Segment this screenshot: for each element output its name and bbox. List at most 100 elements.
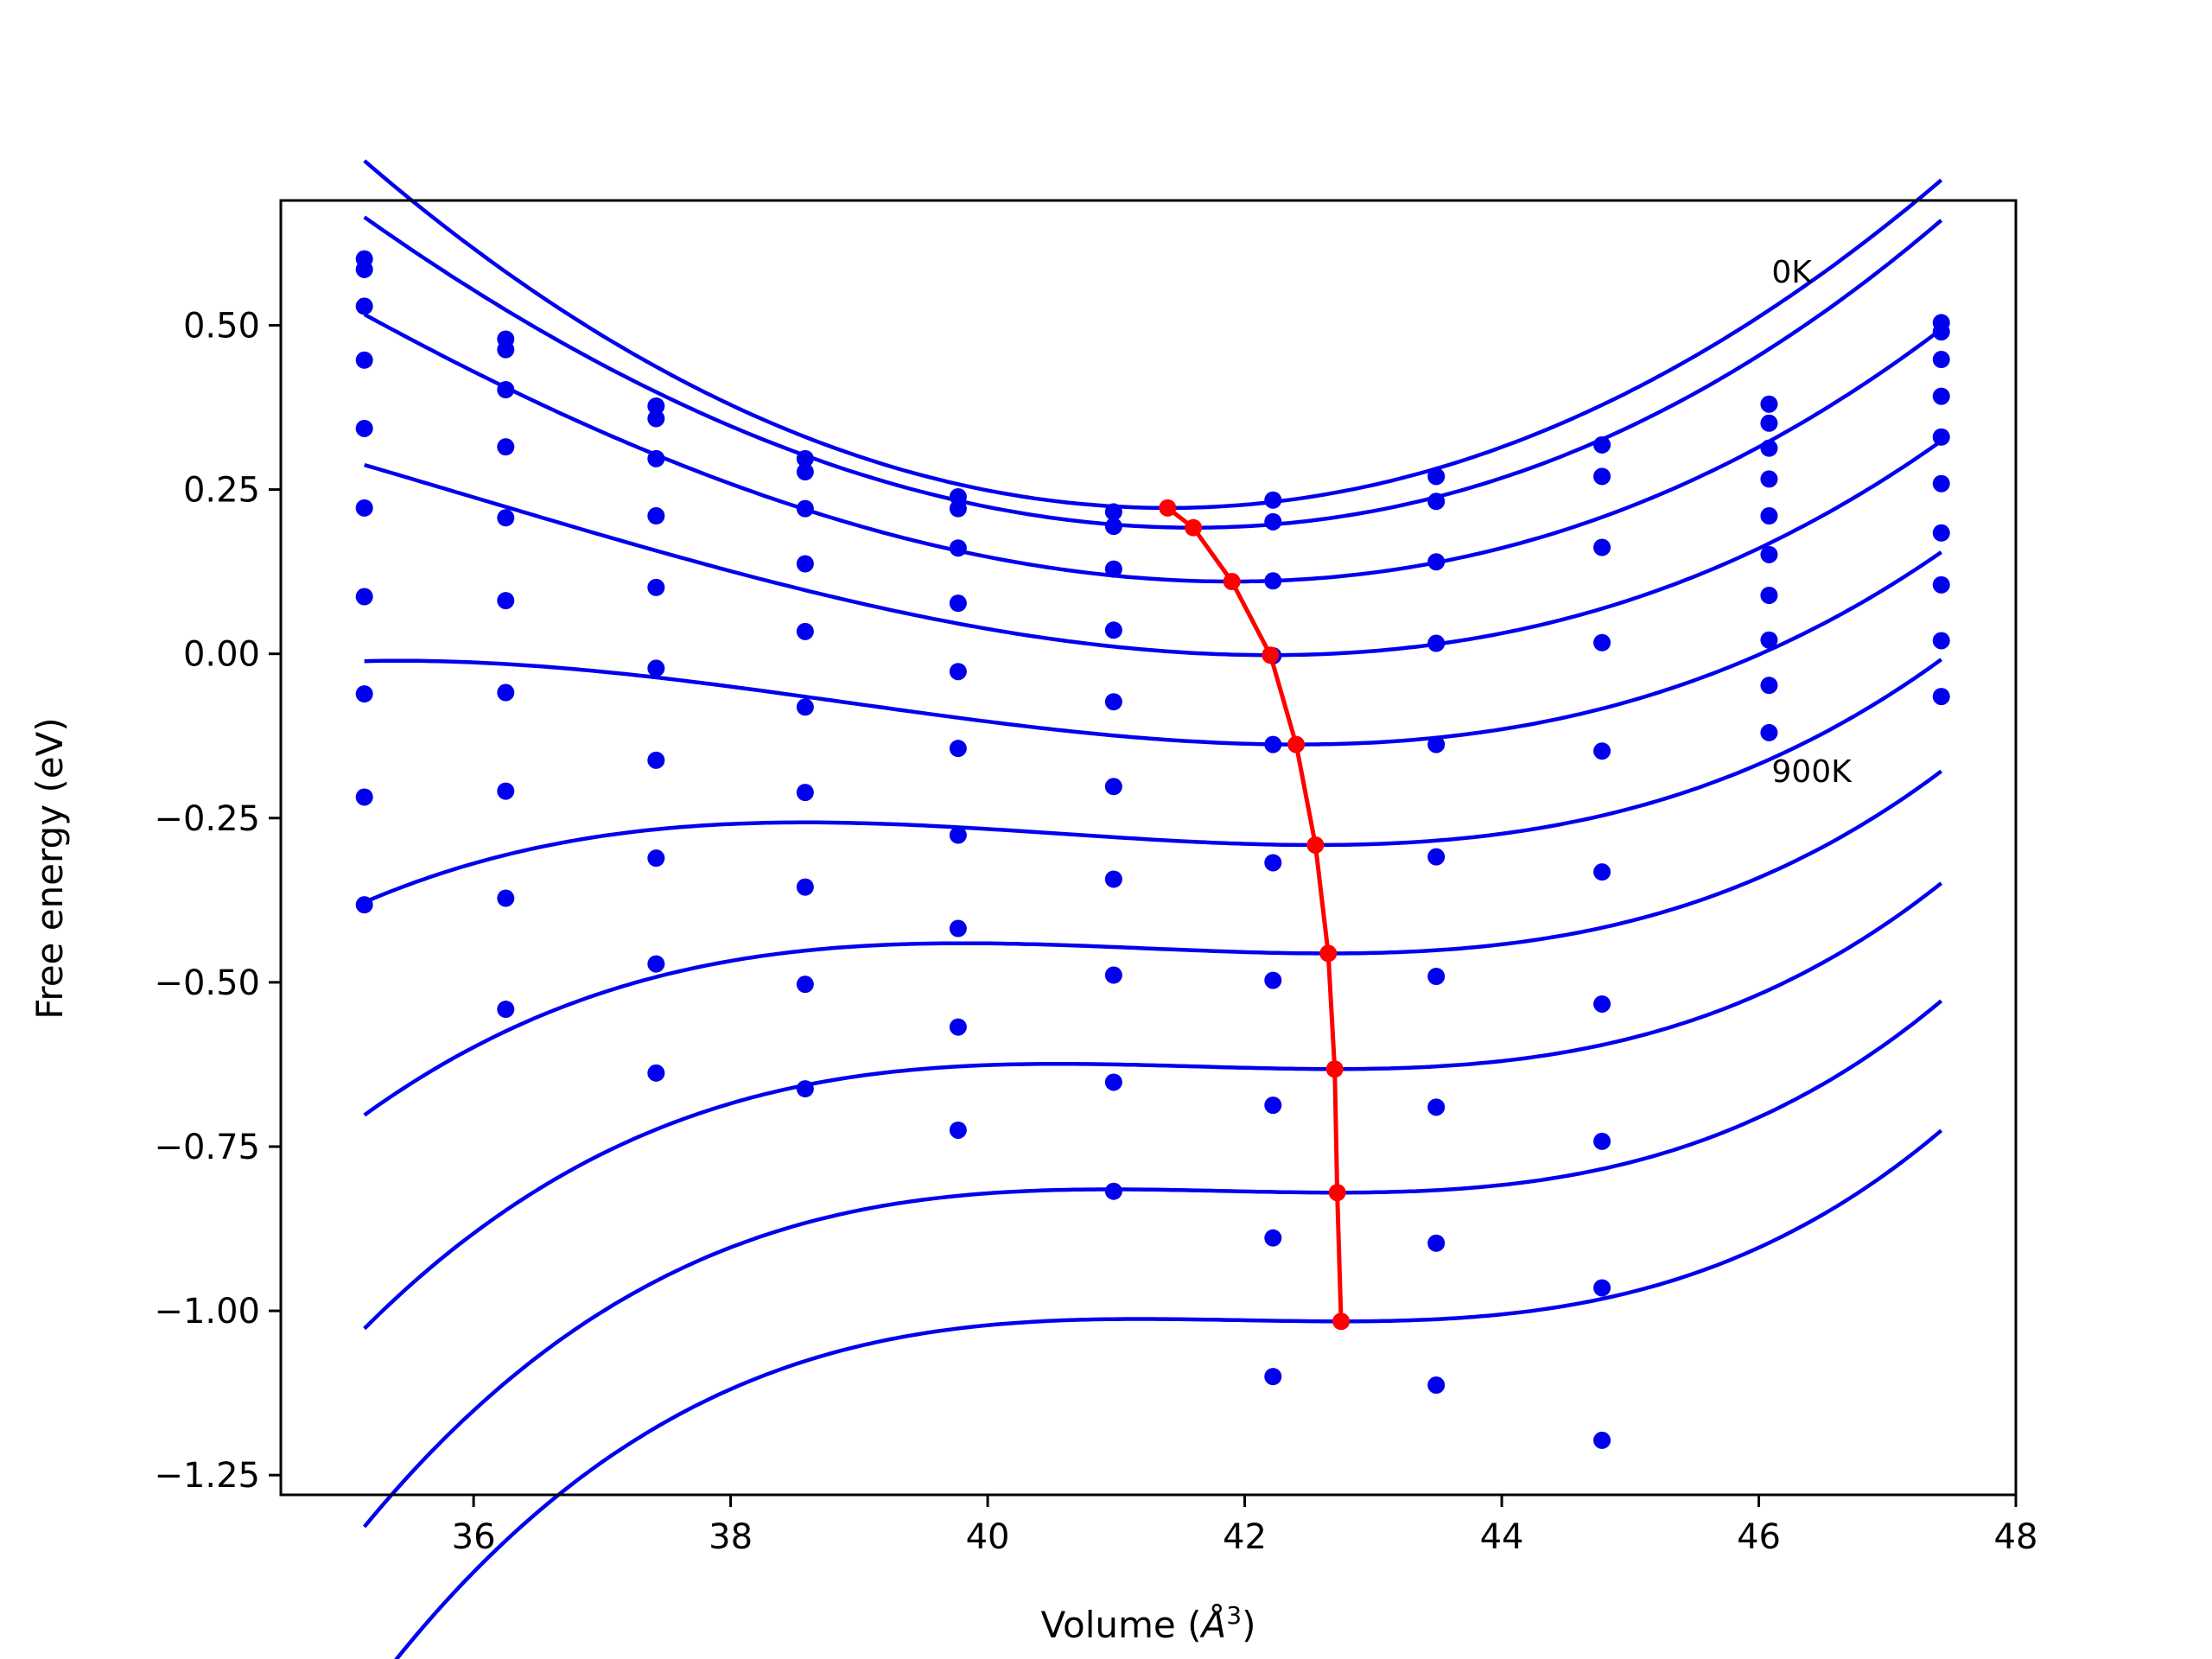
data-point [1593,1431,1611,1449]
fit-curves [362,159,1943,1659]
x-axis-ticks: 36 38 40 42 44 46 48 [452,1495,2038,1557]
data-point [1932,474,1950,493]
data-point [355,896,373,914]
fit-curve [363,159,1943,511]
data-point [1932,632,1950,650]
y-tick-label: 0.50 [183,306,260,346]
data-point [796,555,814,573]
data-point [1104,621,1122,639]
data-point [1932,428,1950,446]
x-axis-label: Volume (Å3) [1041,1601,1256,1646]
data-point [1264,572,1282,590]
data-point [1593,742,1611,760]
data-point [1932,575,1950,594]
data-point [949,1018,967,1036]
x-tick-label: 46 [1737,1517,1781,1557]
annotation-label: 0K [1771,255,1813,290]
annotation-label: 900K [1771,754,1853,790]
data-point [1427,1234,1446,1252]
minimum-point [1223,573,1241,591]
y-tick-label: 0.25 [183,471,260,511]
data-point [949,594,967,613]
x-tick-label: 40 [966,1517,1010,1557]
data-point [497,889,515,907]
data-point [1104,778,1122,796]
data-point [647,506,665,524]
data-point [1427,1376,1446,1395]
data-point [355,419,373,437]
data-point [647,449,665,467]
data-point [497,782,515,800]
plot-frame [279,199,2018,1497]
y-tick-label: −0.50 [154,963,260,1003]
data-point [497,340,515,359]
data-point [1264,854,1282,872]
y-tick-label: 0.00 [183,635,260,675]
x-tick-label: 48 [1994,1517,2038,1557]
data-point [796,622,814,640]
data-point [1760,545,1778,563]
data-point [949,826,967,844]
data-point [1427,848,1446,866]
data-point [1104,1073,1122,1091]
data-point [647,578,665,596]
data-point [1760,723,1778,741]
data-point [949,740,967,758]
y-axis-ticks: 0.50 0.25 0.00 −0.25 −0.50 −0.75 −1.00 −1.25 [154,306,281,1496]
data-point [1104,693,1122,711]
data-point [355,297,373,315]
y-tick-label: −1.00 [154,1292,260,1332]
data-point [497,683,515,702]
fit-curve [363,769,1943,1117]
data-point [355,499,373,517]
data-point [1264,512,1282,531]
fit-curve [364,550,1942,747]
data-point [497,592,515,610]
data-point [1593,538,1611,556]
data-point [1264,1096,1282,1115]
data-point [949,539,967,557]
y-tick-label: −0.25 [154,799,260,839]
fit-curve [363,881,1943,1331]
data-point [1932,688,1950,706]
data-point [1593,435,1611,454]
data-point [497,1001,515,1019]
data-point [1427,553,1446,571]
minimum-point [1185,518,1203,537]
x-axis-label-unit: Å [1199,1603,1227,1646]
annotations: 0K 900K [1771,255,1853,790]
data-point [1760,470,1778,488]
data-point [949,1121,967,1139]
minimum-line [1166,505,1344,1322]
data-point [1104,1182,1122,1200]
data-point [1264,971,1282,989]
data-point [1427,467,1446,486]
data-point [1760,439,1778,457]
data-point [1760,587,1778,605]
data-point [1593,863,1611,881]
data-point [1932,387,1950,405]
x-tick-label: 36 [452,1517,496,1557]
data-point [355,685,373,703]
data-point [796,878,814,896]
x-tick-label: 44 [1480,1517,1524,1557]
data-point [949,663,967,681]
minimum-line-group [1159,499,1351,1331]
data-point [1760,395,1778,413]
minimum-point [1328,1184,1346,1202]
y-tick-label: −0.75 [154,1128,260,1167]
minimum-point [1262,646,1280,664]
data-point [355,351,373,369]
data-point [1760,631,1778,649]
data-point [1760,506,1778,524]
data-point [1264,491,1282,509]
data-point [796,698,814,716]
data-point [1104,966,1122,984]
data-point [1104,560,1122,578]
data-point [647,397,665,416]
data-point [1427,1098,1446,1116]
data-point [1593,995,1611,1013]
data-point [1104,518,1122,536]
